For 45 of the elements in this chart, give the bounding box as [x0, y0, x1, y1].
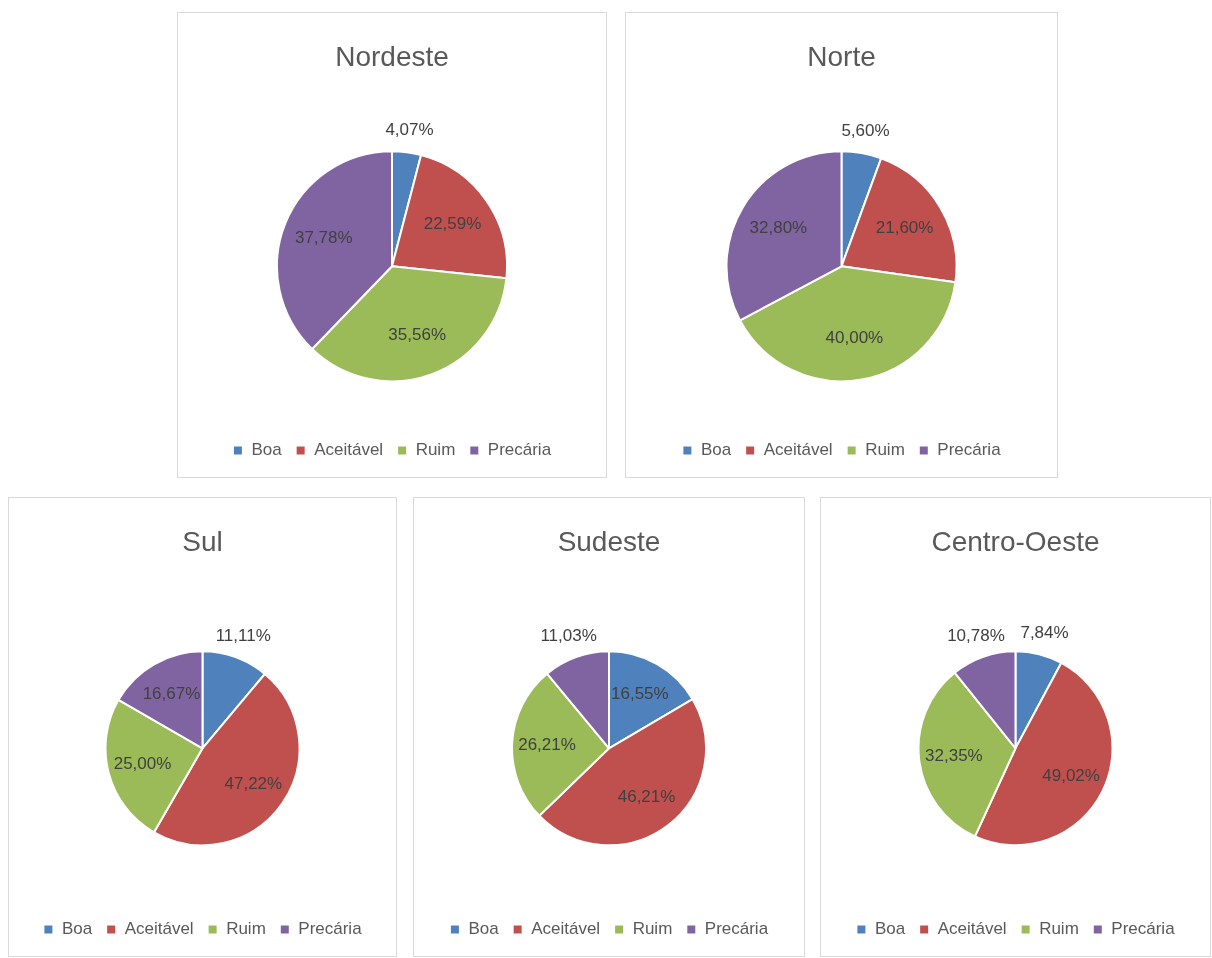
data-label: 46,21% [617, 787, 676, 807]
legend-label: Aceitável [531, 919, 601, 939]
data-label: 40,00% [825, 328, 884, 348]
data-label: 37,78% [294, 228, 353, 248]
data-label: 7,84% [1020, 622, 1069, 642]
legend-label: Boa [251, 440, 283, 460]
chart-title: Nordeste [335, 40, 449, 72]
data-label: 47,22% [224, 773, 283, 793]
data-label: 25,00% [113, 754, 172, 774]
chart-title: Sul [182, 525, 223, 557]
legend-label: Ruim [632, 919, 673, 939]
legend-label: Boa [468, 919, 500, 939]
chart-title: Norte [807, 40, 876, 72]
legend-label: Aceitável [124, 919, 194, 939]
legend-label: Aceitável [763, 440, 833, 460]
legend-label: Ruim [415, 440, 456, 460]
data-label: 22,59% [423, 214, 482, 234]
legend-label: Precária [1111, 919, 1176, 939]
data-label: 16,55% [611, 684, 669, 704]
legend-label: Aceitável [937, 919, 1007, 939]
data-label: 11,03% [540, 626, 597, 646]
data-label: 16,67% [142, 684, 201, 704]
data-label: 26,21% [518, 734, 576, 754]
legend-label: Precária [298, 919, 363, 939]
data-label: 32,35% [925, 745, 983, 765]
legend-label: Aceitável [314, 440, 384, 460]
legend-label: Precária [937, 440, 1002, 460]
chart-title: Sudeste [557, 525, 661, 557]
data-label: 10,78% [947, 625, 1005, 645]
legend-label: Boa [700, 440, 732, 460]
legend-label: Ruim [226, 919, 266, 939]
legend-label: Precária [487, 440, 552, 460]
legend-label: Boa [874, 919, 906, 939]
data-label: 21,60% [875, 218, 934, 238]
data-label: 32,80% [749, 218, 808, 238]
data-label: 4,07% [385, 120, 434, 140]
legend-label: Precária [704, 919, 769, 939]
data-label: 35,56% [388, 325, 447, 345]
legend-label: Boa [61, 919, 93, 939]
data-label: 49,02% [1042, 765, 1100, 785]
data-label: 11,11% [215, 626, 271, 646]
chart-title: Centro-Oeste [931, 525, 1100, 557]
data-label: 5,60% [841, 121, 890, 141]
legend-label: Ruim [865, 440, 905, 460]
legend-label: Ruim [1039, 919, 1079, 939]
